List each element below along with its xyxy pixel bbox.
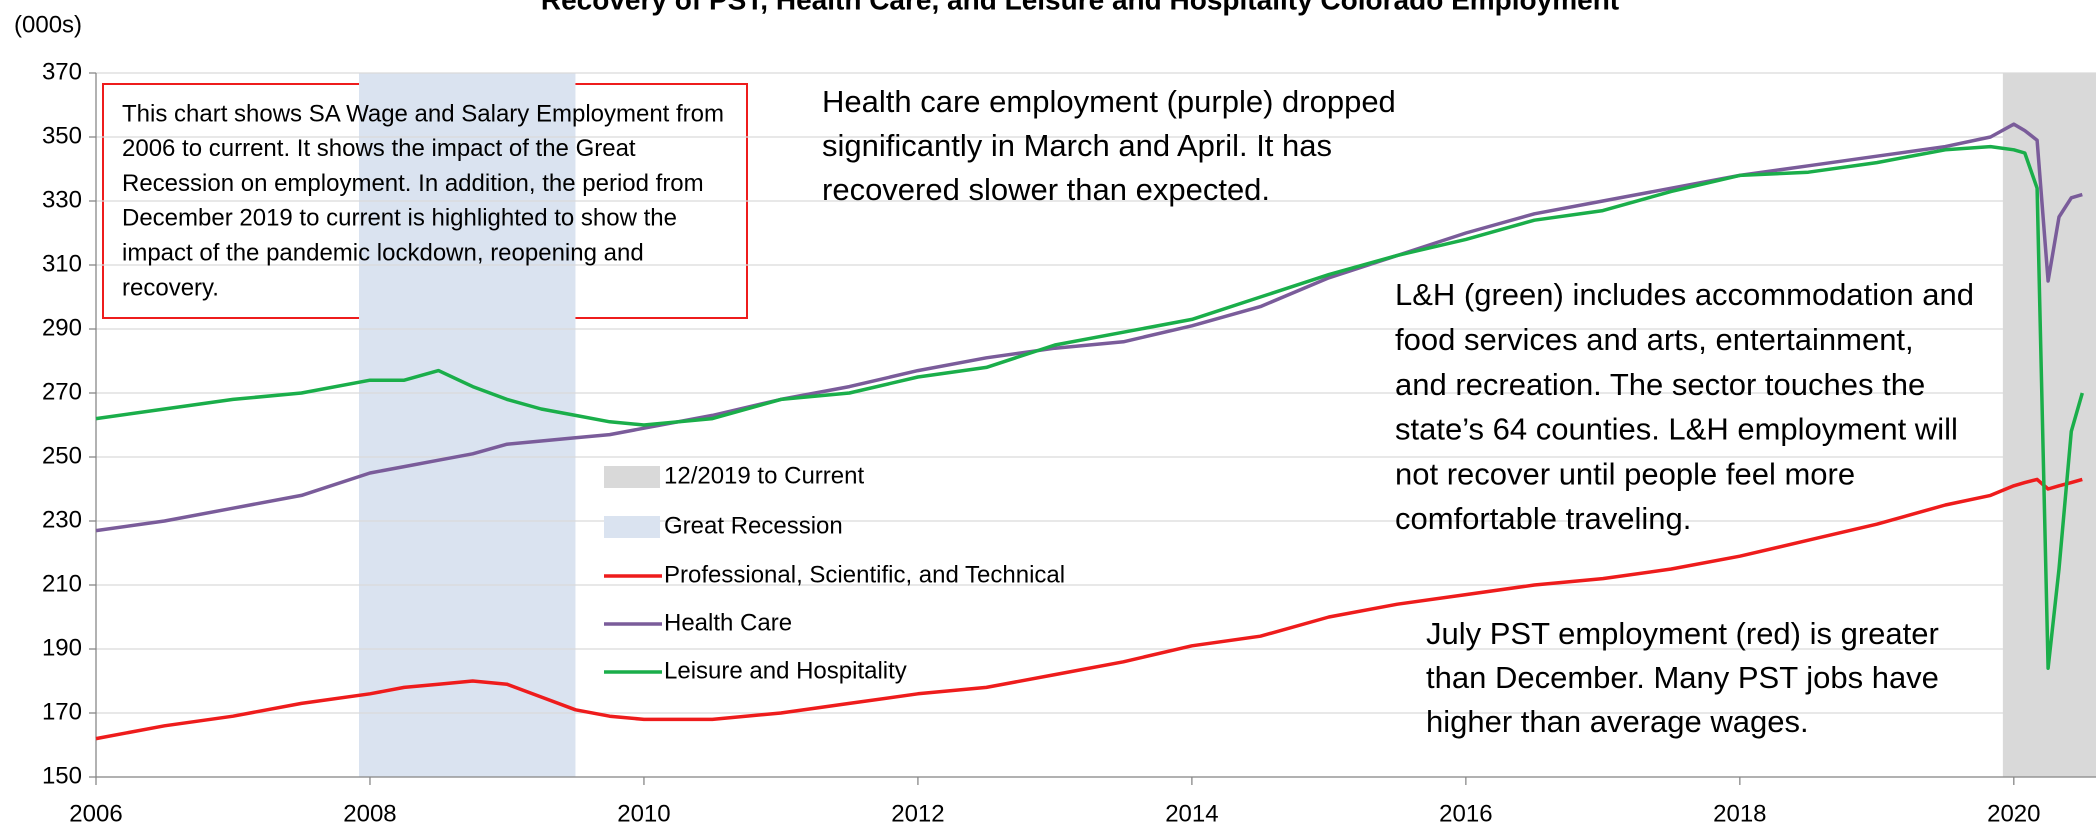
annotation: higher than average wages. <box>1426 704 1809 739</box>
annotation: food services and arts, entertainment, <box>1395 322 1914 357</box>
x-tick-label: 2020 <box>1987 800 2040 827</box>
y-tick-label: 310 <box>42 250 82 277</box>
x-tick-label: 2016 <box>1439 800 1492 827</box>
y-tick-label: 230 <box>42 506 82 533</box>
legend-label: Leisure and Hospitality <box>664 657 907 684</box>
legend-label: Health Care <box>664 609 792 636</box>
shaded-region <box>359 73 576 777</box>
y-tick-label: 370 <box>42 58 82 85</box>
y-tick-label: 290 <box>42 314 82 341</box>
annotation: and recreation. The sector touches the <box>1395 367 1925 402</box>
legend-label: Professional, Scientific, and Technical <box>664 561 1065 588</box>
legend-swatch <box>604 516 660 538</box>
x-tick-label: 2012 <box>891 800 944 827</box>
series-line <box>95 144 2084 670</box>
annotation: state’s 64 counties. L&H employment will <box>1395 412 1958 447</box>
annotation: impact of the pandemic lockdown, reopeni… <box>122 240 644 267</box>
y-tick-label: 190 <box>42 634 82 661</box>
x-tick-label: 2008 <box>343 800 396 827</box>
x-tick-label: 2006 <box>69 800 122 827</box>
annotation: comfortable traveling. <box>1395 501 1691 536</box>
y-tick-label: 270 <box>42 378 82 405</box>
x-tick-label: 2014 <box>1165 800 1218 827</box>
annotation: significantly in March and April. It has <box>822 128 1332 163</box>
chart-title: Recovery of PST, Health Care, and Leisur… <box>541 0 1619 15</box>
annotation: L&H (green) includes accommodation and <box>1395 277 1974 312</box>
x-tick-label: 2018 <box>1713 800 1766 827</box>
legend-swatch <box>604 466 660 488</box>
y-tick-label: 210 <box>42 570 82 597</box>
shaded-region <box>2002 73 2096 777</box>
annotation: recovered slower than expected. <box>822 172 1270 207</box>
annotation: than December. Many PST jobs have <box>1426 660 1939 695</box>
y-tick-label: 330 <box>42 186 82 213</box>
annotation: 2006 to current. It shows the impact of … <box>122 135 636 162</box>
y-tick-label: 150 <box>42 762 82 789</box>
y-axis-label: (000s) <box>14 11 82 38</box>
legend-label: Great Recession <box>664 512 843 539</box>
y-tick-label: 350 <box>42 122 82 149</box>
y-tick-label: 170 <box>42 698 82 725</box>
annotation: July PST employment (red) is greater <box>1426 616 1939 651</box>
x-tick-label: 2010 <box>617 800 670 827</box>
annotation: Health care employment (purple) dropped <box>822 84 1396 119</box>
series-line <box>95 477 2083 741</box>
annotation: recovery. <box>122 274 219 301</box>
annotation: This chart shows SA Wage and Salary Empl… <box>122 100 724 127</box>
annotation: Recession on employment. In addition, th… <box>122 170 704 197</box>
legend-label: 12/2019 to Current <box>664 462 864 489</box>
annotation: not recover until people feel more <box>1395 456 1855 491</box>
annotation: December 2019 to current is highlighted … <box>122 205 677 232</box>
y-tick-label: 250 <box>42 442 82 469</box>
series-line <box>95 122 2083 533</box>
